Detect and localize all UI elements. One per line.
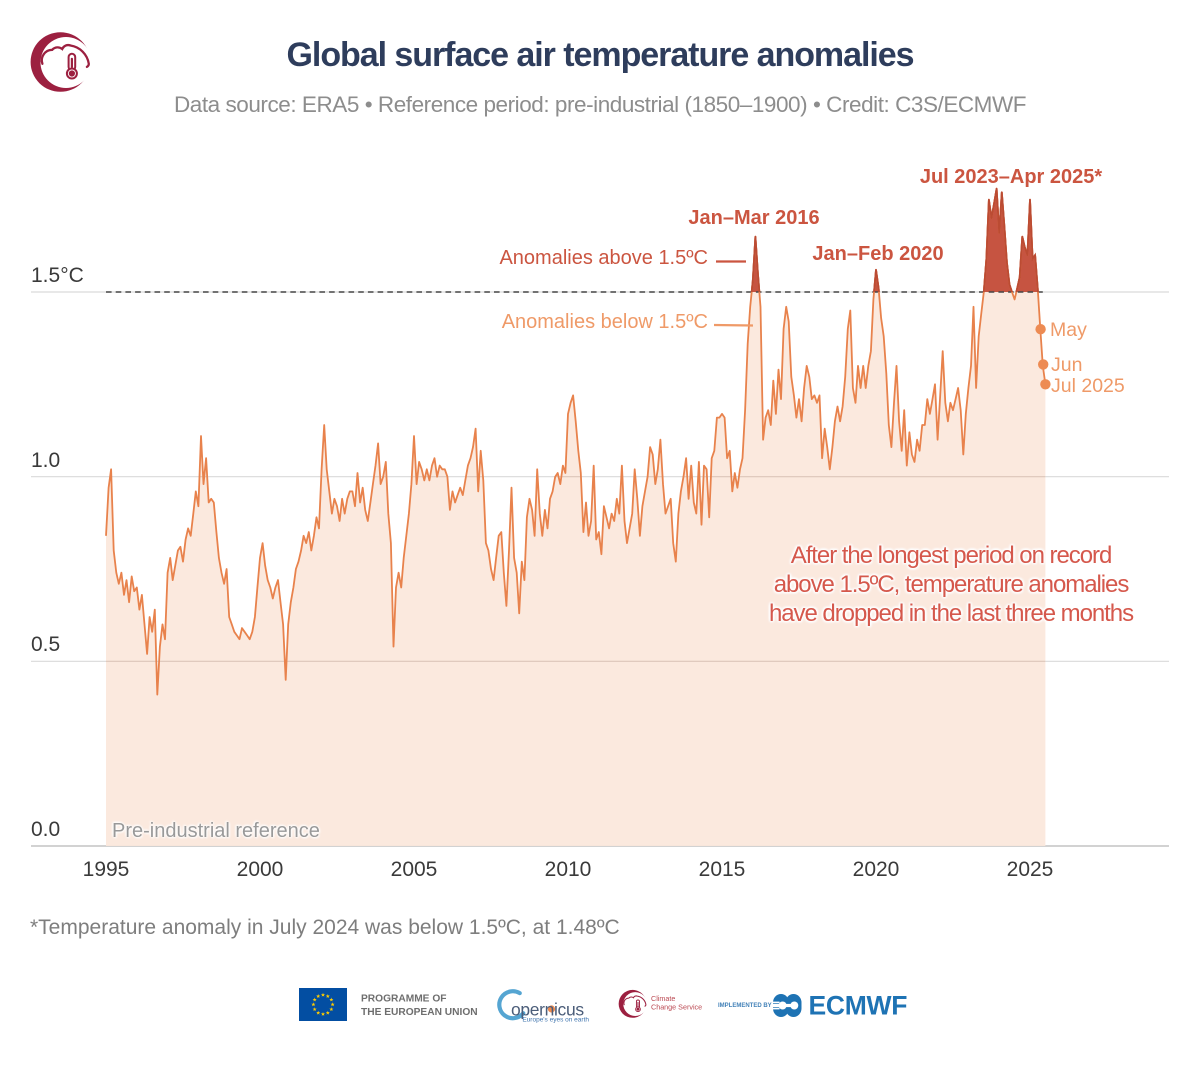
svg-text:opernicus: opernicus bbox=[511, 1000, 584, 1020]
svg-text:IMPLEMENTED BY: IMPLEMENTED BY bbox=[718, 1003, 772, 1009]
svg-text:PROGRAMME OF: PROGRAMME OF bbox=[361, 994, 446, 1005]
svg-text:ECMWF: ECMWF bbox=[809, 991, 908, 1021]
svg-text:Climate: Climate bbox=[651, 994, 675, 1003]
svg-text:Change Service: Change Service bbox=[651, 1003, 702, 1012]
svg-text:Europe's eyes on earth: Europe's eyes on earth bbox=[522, 1017, 589, 1024]
svg-text:THE EUROPEAN UNION: THE EUROPEAN UNION bbox=[361, 1007, 478, 1018]
